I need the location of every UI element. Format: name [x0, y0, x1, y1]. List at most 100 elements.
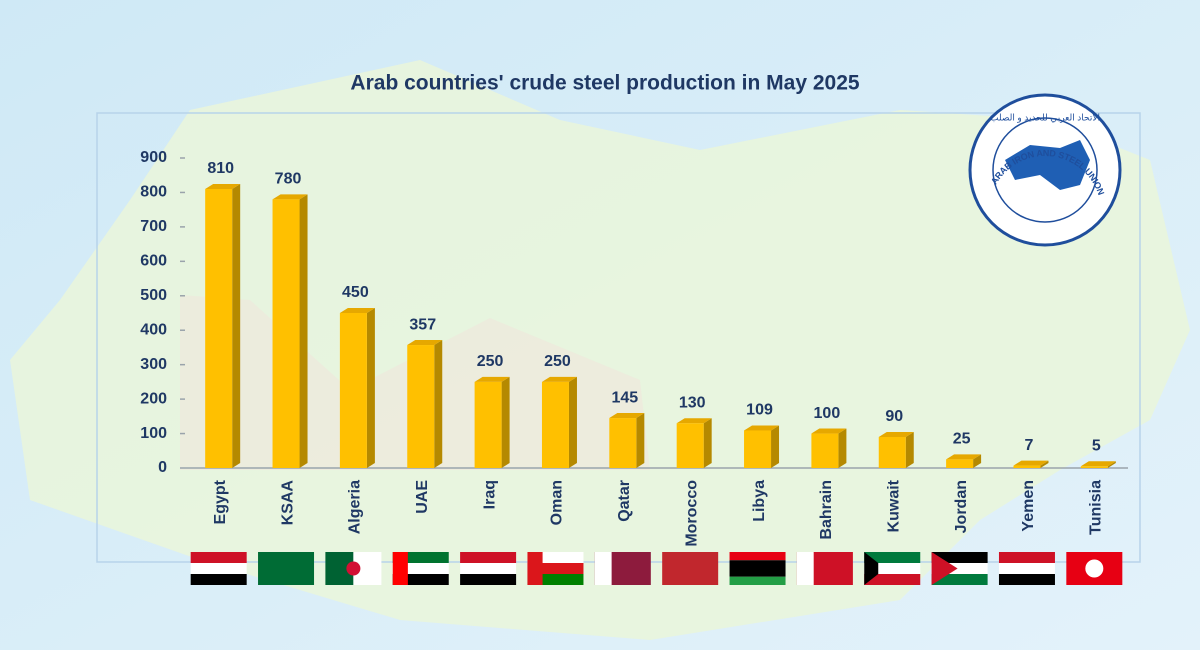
flag-part: [527, 574, 584, 585]
bar: [474, 381, 502, 468]
flag-part: [460, 574, 517, 585]
bar-side: [771, 425, 780, 468]
value-label: 357: [409, 316, 436, 333]
flag-part: [998, 563, 1055, 574]
x-tick-label: Bahrain: [818, 480, 835, 540]
bar-top: [1080, 461, 1116, 467]
bar-side: [838, 428, 847, 468]
flag-part: [527, 563, 584, 574]
logo-arabic: الاتحاد العربي للحديد و الصلب: [990, 112, 1100, 122]
flag-part: [864, 574, 921, 585]
bar: [1080, 466, 1108, 468]
x-tick-label: Qatar: [616, 480, 633, 522]
flag-part: [594, 552, 612, 585]
bar: [205, 189, 233, 468]
bar: [609, 418, 637, 468]
flag: [392, 552, 449, 585]
value-label: 810: [207, 160, 234, 177]
bar-side: [434, 340, 443, 468]
bar-group: [339, 308, 375, 468]
bar-side: [232, 184, 241, 468]
value-label: 90: [885, 408, 903, 425]
y-tick-label: 500: [140, 287, 167, 304]
bar-side: [636, 413, 645, 468]
x-tick-label: Libya: [751, 480, 768, 522]
bar-group: [474, 376, 510, 468]
value-label: 450: [342, 284, 369, 301]
flag-part: [460, 563, 517, 574]
flag-part: [527, 552, 584, 563]
flag-part: [1085, 559, 1104, 578]
flag-part: [998, 574, 1055, 585]
logo: ARAB IRON AND STEEL UNION الاتحاد العربي…: [968, 93, 1122, 247]
flag-part: [392, 574, 449, 585]
y-tick-label: 800: [140, 184, 167, 201]
bar-side: [568, 376, 577, 468]
flag: [931, 552, 988, 585]
bar-side: [973, 454, 982, 468]
flag: [325, 552, 382, 585]
bar-side: [703, 418, 712, 468]
flag-part: [864, 552, 921, 563]
bar-group: [407, 340, 443, 468]
flag-part: [998, 552, 1055, 563]
value-label: 109: [746, 402, 773, 419]
flag: [1066, 552, 1123, 585]
bar-side: [1107, 461, 1116, 468]
flag: [460, 552, 517, 585]
value-label: 130: [679, 394, 706, 411]
logo-inner-circle: [992, 117, 1098, 223]
bar-top: [339, 308, 375, 313]
x-tick-label: Morocco: [683, 480, 700, 547]
bar-group: [946, 454, 982, 468]
flag-part: [931, 574, 988, 585]
bar-top: [744, 425, 780, 431]
flag-part: [346, 561, 361, 576]
bar: [811, 433, 839, 468]
chart-title: Arab countries' crude steel production i…: [350, 72, 859, 95]
bar-top: [272, 194, 308, 200]
flag: [662, 552, 719, 585]
flag: [190, 552, 247, 585]
value-label: 5: [1092, 437, 1101, 454]
flag-part: [392, 563, 449, 574]
y-tick-label: 600: [140, 253, 167, 270]
flag-part: [190, 563, 247, 574]
bar-top: [878, 432, 914, 437]
x-tick-label: Egypt: [212, 479, 229, 524]
y-tick-label: 100: [140, 425, 167, 442]
bar-group: [744, 425, 780, 468]
bar: [946, 459, 974, 468]
x-tick-label: Oman: [549, 480, 566, 525]
y-tick-label: 0: [158, 459, 167, 476]
bar: [744, 430, 772, 468]
bar: [272, 199, 300, 469]
bar: [407, 345, 435, 468]
y-tick-label: 400: [140, 321, 167, 338]
value-label: 25: [953, 431, 971, 448]
flag: [998, 552, 1055, 585]
bar-group: [811, 428, 847, 468]
bar-side: [299, 194, 308, 469]
bar-top: [205, 184, 241, 189]
flag: [594, 552, 651, 585]
bar-side: [366, 308, 375, 468]
value-label: 780: [275, 171, 302, 188]
bar: [676, 423, 704, 468]
bar-group: [676, 418, 712, 468]
flag: [258, 552, 315, 585]
bar-group: [878, 432, 914, 468]
bar-group: [272, 194, 308, 469]
bar-group: [1013, 460, 1049, 468]
y-tick-label: 200: [140, 390, 167, 407]
value-label: 100: [814, 405, 841, 422]
bar-top: [609, 413, 645, 419]
bar-group: [1080, 461, 1116, 468]
flag: [864, 552, 921, 585]
bar-group: [541, 376, 577, 468]
x-tick-label: UAE: [414, 480, 431, 514]
flag: [729, 552, 786, 585]
bar-top: [407, 340, 443, 346]
flag-part: [864, 563, 921, 574]
